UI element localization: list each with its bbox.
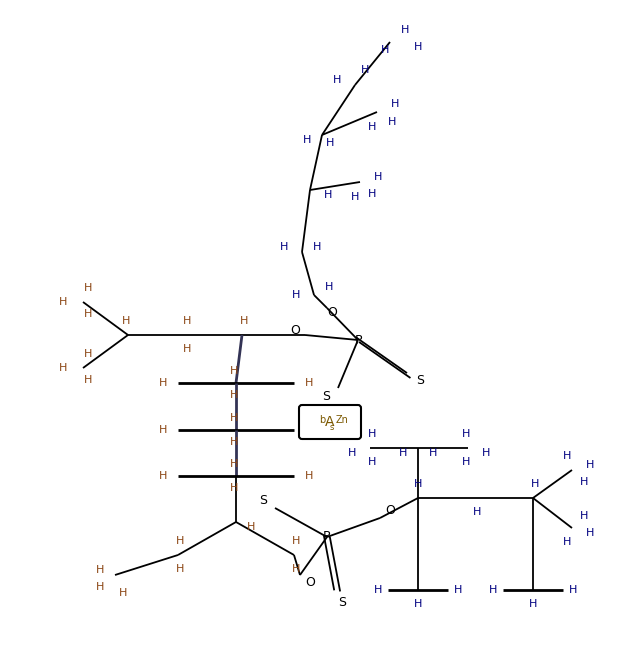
Text: H: H [368, 122, 376, 132]
Text: H: H [303, 135, 311, 145]
Text: H: H [230, 437, 238, 447]
Text: H: H [96, 582, 104, 592]
Text: H: H [159, 378, 167, 388]
Text: H: H [84, 309, 92, 319]
Text: H: H [312, 242, 322, 252]
Text: H: H [351, 192, 359, 202]
Text: H: H [183, 316, 191, 326]
Text: H: H [531, 479, 539, 489]
Text: H: H [292, 564, 300, 574]
FancyBboxPatch shape [299, 405, 361, 439]
Text: H: H [305, 425, 313, 435]
Text: S: S [322, 390, 330, 403]
Text: H: H [230, 390, 238, 400]
Text: H: H [230, 459, 238, 469]
Text: H: H [462, 457, 470, 467]
Text: H: H [586, 460, 594, 470]
Text: H: H [586, 528, 594, 538]
Text: H: H [230, 366, 238, 376]
Text: H: H [326, 138, 334, 148]
Text: O: O [290, 323, 300, 336]
Text: H: H [462, 429, 470, 439]
Text: H: H [374, 172, 382, 182]
Text: H: H [84, 283, 92, 293]
Text: H: H [280, 242, 288, 252]
Text: H: H [122, 316, 130, 326]
Text: H: H [305, 378, 313, 388]
Text: H: H [240, 316, 248, 326]
Text: H: H [292, 536, 300, 546]
Text: H: H [569, 585, 577, 595]
Text: H: H [482, 448, 490, 458]
Text: H: H [230, 483, 238, 493]
Text: S: S [338, 595, 346, 608]
Text: H: H [388, 117, 396, 127]
Text: P: P [323, 530, 331, 543]
Text: H: H [324, 190, 332, 200]
Text: H: H [159, 425, 167, 435]
Text: Zn: Zn [336, 415, 349, 425]
Text: H: H [580, 511, 588, 521]
Text: O: O [385, 503, 395, 516]
Text: H: H [399, 448, 407, 458]
Text: H: H [305, 471, 313, 481]
Text: H: H [176, 536, 184, 546]
Text: A: A [325, 415, 335, 429]
Text: H: H [414, 42, 422, 52]
Text: H: H [96, 565, 104, 575]
Text: H: H [247, 522, 255, 532]
Text: P: P [354, 334, 362, 346]
Text: H: H [414, 479, 422, 489]
Text: H: H [230, 413, 238, 423]
Text: H: H [563, 451, 571, 461]
Text: H: H [348, 448, 356, 458]
Text: H: H [59, 297, 67, 307]
Text: H: H [414, 599, 422, 609]
Text: H: H [401, 25, 409, 35]
Text: H: H [368, 429, 376, 439]
Text: H: H [489, 585, 497, 595]
Text: S: S [259, 493, 267, 507]
Text: H: H [325, 282, 333, 292]
Text: H: H [119, 588, 127, 598]
Text: H: H [84, 349, 92, 359]
Text: H: H [361, 65, 369, 75]
Text: H: H [429, 448, 437, 458]
Text: H: H [159, 471, 167, 481]
Text: H: H [84, 375, 92, 385]
Text: H: H [374, 585, 382, 595]
Text: s: s [330, 422, 334, 432]
Text: H: H [391, 99, 399, 109]
Text: O: O [327, 307, 337, 319]
Text: H: H [473, 507, 481, 517]
Text: H: H [176, 564, 184, 574]
Text: H: H [292, 290, 300, 300]
Text: O: O [305, 576, 315, 589]
Text: H: H [563, 537, 571, 547]
Text: H: H [580, 477, 588, 487]
Text: H: H [59, 363, 67, 373]
Text: S: S [416, 373, 424, 386]
Text: H: H [381, 45, 389, 55]
Text: H: H [529, 599, 537, 609]
Text: H: H [333, 75, 341, 85]
Text: H: H [183, 344, 191, 354]
Text: H: H [368, 189, 376, 199]
Text: H: H [454, 585, 462, 595]
Text: H: H [368, 457, 376, 467]
Text: b: b [319, 415, 325, 425]
